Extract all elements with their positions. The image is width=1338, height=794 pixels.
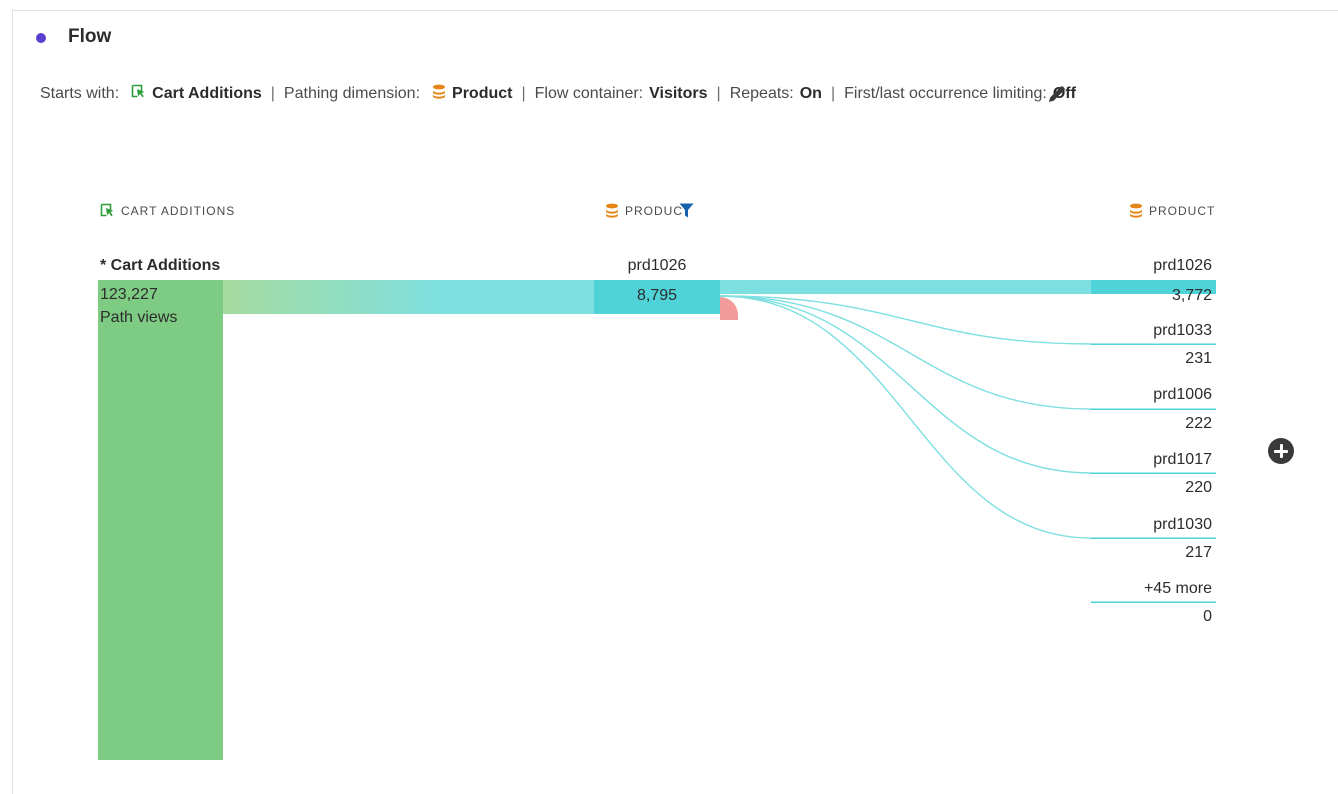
start-node-caption: Path views bbox=[100, 309, 178, 326]
right-node-bar-more[interactable] bbox=[1091, 601, 1216, 604]
right-node-label[interactable]: prd1033 bbox=[1153, 322, 1212, 339]
right-node-value: 231 bbox=[1185, 350, 1212, 367]
panel-title[interactable]: Flow bbox=[68, 26, 112, 47]
column-header-product-middle[interactable]: PRODUCT bbox=[605, 203, 691, 218]
starts-with-label: Starts with: bbox=[40, 85, 120, 102]
plus-circle-icon[interactable] bbox=[1268, 438, 1294, 464]
pathing-dimension-value[interactable]: Product bbox=[452, 85, 513, 102]
start-node-value: 123,227 bbox=[100, 286, 158, 303]
occurrence-limiting-label: First/last occurrence limiting: bbox=[844, 85, 1047, 102]
link-middle-to-prd1026[interactable] bbox=[720, 280, 1091, 294]
starts-with-value[interactable]: Cart Additions bbox=[152, 85, 262, 102]
middle-node-value: 8,795 bbox=[636, 287, 678, 304]
column-header-label: PRODUCT bbox=[625, 203, 692, 218]
column-header-label: CART ADDITIONS bbox=[121, 203, 236, 218]
flow-container-label: Flow container: bbox=[534, 85, 644, 102]
column-header-cart-additions[interactable]: CART ADDITIONS bbox=[100, 203, 235, 218]
link-middle-to-prd1033[interactable] bbox=[719, 295, 1092, 345]
column-header-label: PRODUCT bbox=[1149, 203, 1216, 218]
link-start-to-middle[interactable] bbox=[223, 280, 594, 314]
cart-additions-icon bbox=[131, 84, 146, 104]
link-middle-to-prd1006[interactable] bbox=[719, 295, 1092, 410]
middle-node-label[interactable]: prd1026 bbox=[627, 257, 687, 274]
right-node-bar-prd1017[interactable] bbox=[1091, 472, 1216, 475]
product-dimension-icon bbox=[432, 84, 446, 104]
exit-indicator[interactable] bbox=[720, 297, 738, 320]
flow-panel bbox=[12, 10, 1338, 794]
right-node-label[interactable]: prd1006 bbox=[1153, 386, 1212, 403]
flow-settings-summary: Starts with: Cart Additions | Pathing di… bbox=[40, 84, 1076, 104]
link-middle-to-prd1030[interactable] bbox=[719, 295, 1092, 539]
right-node-bar-prd1006[interactable] bbox=[1091, 408, 1216, 411]
repeats-label: Repeats: bbox=[729, 85, 794, 102]
right-node-bar-prd1030[interactable] bbox=[1091, 537, 1216, 540]
right-node-value: 220 bbox=[1185, 479, 1212, 496]
right-node-label[interactable]: prd1017 bbox=[1153, 451, 1212, 468]
separator: | bbox=[521, 85, 526, 102]
flow-container-value[interactable]: Visitors bbox=[649, 85, 708, 102]
pathing-dimension-label: Pathing dimension: bbox=[283, 85, 421, 102]
separator: | bbox=[270, 85, 275, 102]
middle-node-bar[interactable] bbox=[594, 280, 720, 314]
product-dimension-icon bbox=[1130, 203, 1142, 218]
separator: | bbox=[716, 85, 721, 102]
right-node-value: 0 bbox=[1203, 608, 1212, 625]
right-node-value: 3,772 bbox=[1171, 287, 1212, 304]
repeats-value[interactable]: On bbox=[799, 85, 822, 102]
start-node-label[interactable]: * Cart Additions bbox=[100, 257, 221, 274]
separator: | bbox=[830, 85, 836, 102]
cart-additions-icon bbox=[100, 203, 114, 217]
right-node-label[interactable]: prd1026 bbox=[1153, 257, 1212, 274]
link-middle-to-prd1017[interactable] bbox=[719, 295, 1092, 474]
filter-icon[interactable] bbox=[679, 203, 694, 223]
right-node-label[interactable]: +45 more bbox=[1143, 580, 1212, 597]
right-node-bar-prd1026[interactable] bbox=[1091, 280, 1216, 294]
right-node-bar-prd1033[interactable] bbox=[1091, 343, 1216, 346]
start-node-bar[interactable] bbox=[98, 280, 223, 760]
right-node-value: 217 bbox=[1185, 544, 1212, 561]
right-node-value: 222 bbox=[1185, 415, 1212, 432]
right-node-label[interactable]: prd1030 bbox=[1153, 516, 1212, 533]
pencil-icon[interactable] bbox=[1046, 83, 1068, 105]
panel-status-dot bbox=[36, 33, 46, 43]
product-dimension-icon bbox=[606, 203, 618, 218]
column-header-product-right[interactable]: PRODUCT bbox=[1129, 203, 1215, 218]
